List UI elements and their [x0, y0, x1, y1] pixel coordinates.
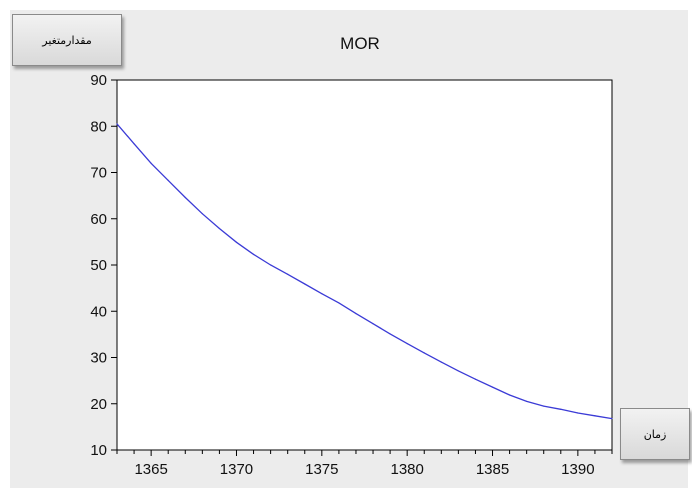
- x-tick-label: 1380: [390, 461, 423, 478]
- data-point: [560, 408, 562, 410]
- data-point: [474, 378, 477, 380]
- y-axis: 10 20 30 40 50 60 70 80 90: [90, 72, 117, 459]
- data-point: [338, 302, 340, 304]
- y-tick-label: 90: [90, 72, 107, 89]
- y-tick-label: 70: [90, 165, 107, 182]
- y-axis-label: مقدارمتغیر: [12, 14, 122, 66]
- data-point: [167, 179, 169, 181]
- data-point: [440, 361, 442, 363]
- data-point: [184, 196, 186, 199]
- x-tick-label: 1390: [561, 461, 594, 478]
- data-point: [321, 293, 323, 295]
- data-point: [304, 283, 306, 285]
- data-point: [423, 352, 425, 354]
- data-point: [235, 241, 238, 243]
- data-point: [287, 273, 289, 275]
- y-tick-label: 80: [90, 118, 107, 135]
- x-tick-label: 1375: [305, 461, 338, 478]
- x-tick-label: 1365: [134, 461, 167, 478]
- data-point: [372, 323, 374, 325]
- data-point: [594, 415, 596, 417]
- data-point: [457, 370, 459, 372]
- data-point: [389, 333, 391, 335]
- data-point: [577, 412, 579, 414]
- data-point: [150, 162, 152, 164]
- y-tick-label: 10: [90, 442, 107, 459]
- series-line: [116, 123, 613, 420]
- y-tick-label: 50: [90, 257, 107, 274]
- data-point: [543, 405, 545, 407]
- x-tick-label: 1370: [220, 461, 253, 478]
- data-point: [355, 312, 357, 315]
- data-point: [201, 213, 203, 215]
- data-point: [116, 123, 118, 125]
- data-point: [611, 417, 613, 420]
- chart-title: MOR: [340, 34, 380, 53]
- data-point: [133, 143, 135, 145]
- x-tick-label: 1385: [476, 461, 509, 478]
- plot-area: [116, 79, 613, 451]
- data-point: [406, 343, 408, 345]
- data-point: [526, 400, 528, 403]
- data-point: [218, 227, 221, 230]
- y-tick-label: 60: [90, 211, 107, 228]
- data-point: [491, 386, 494, 388]
- y-tick-label: 40: [90, 303, 107, 320]
- y-tick-label: 20: [90, 396, 107, 413]
- data-point: [508, 394, 511, 396]
- data-point: [252, 253, 255, 255]
- y-tick-label: 30: [90, 350, 107, 367]
- x-axis-label: زمان: [620, 408, 690, 460]
- data-point: [270, 264, 272, 266]
- x-axis: 1365 1370 1375 1380 1385 1390: [116, 450, 613, 478]
- series-layer: [116, 123, 613, 420]
